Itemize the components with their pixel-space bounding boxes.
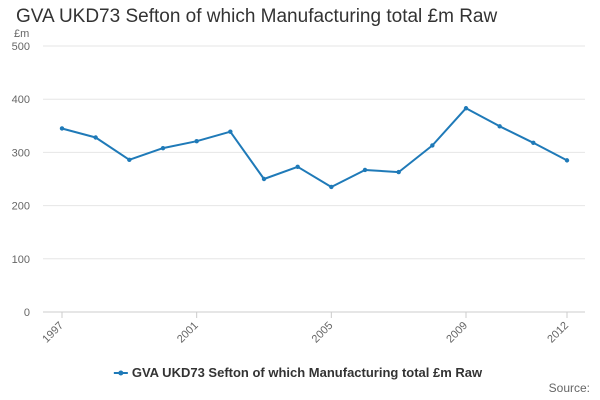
- chart-title: GVA UKD73 Sefton of which Manufacturing …: [16, 6, 498, 27]
- series-layer: [59, 106, 570, 190]
- data-point[interactable]: [531, 140, 536, 146]
- x-tick-label: 1997: [40, 320, 66, 346]
- y-tick-label: 500: [12, 41, 30, 53]
- data-point[interactable]: [127, 157, 132, 163]
- y-tick-label: 400: [12, 94, 30, 106]
- y-tick-label: 100: [12, 254, 30, 266]
- y-tick-label: 0: [24, 307, 30, 319]
- series-line: [61, 107, 568, 188]
- data-point[interactable]: [261, 176, 267, 182]
- source-label: Source:: [548, 381, 590, 395]
- x-tick-label: 2005: [310, 320, 336, 346]
- data-point[interactable]: [564, 158, 570, 163]
- x-tick-label: 2001: [175, 320, 201, 346]
- y-tick-label: 200: [12, 201, 30, 213]
- data-point[interactable]: [396, 169, 401, 175]
- legend-label: GVA UKD73 Sefton of which Manufacturing …: [132, 365, 483, 380]
- gridlines: [43, 45, 585, 313]
- y-axis-ticks: 0 100 200 300 400 500: [12, 41, 30, 319]
- data-point[interactable]: [329, 184, 334, 190]
- data-point[interactable]: [497, 124, 502, 129]
- data-point[interactable]: [59, 126, 65, 131]
- data-point[interactable]: [295, 164, 300, 169]
- data-point[interactable]: [430, 143, 435, 148]
- legend-swatch-marker: [118, 370, 124, 376]
- x-tick-label: 2009: [444, 320, 470, 346]
- legend[interactable]: GVA UKD73 Sefton of which Manufacturing …: [113, 365, 483, 380]
- y-axis-unit-label: £m: [14, 28, 30, 40]
- data-point[interactable]: [93, 135, 98, 140]
- data-point[interactable]: [463, 106, 469, 111]
- x-tick-label: 2012: [545, 320, 571, 346]
- data-point[interactable]: [194, 139, 199, 144]
- x-axis: 1997 2001 2005 2009 2012: [40, 312, 571, 345]
- data-point[interactable]: [160, 145, 166, 151]
- data-point[interactable]: [228, 129, 233, 134]
- data-point[interactable]: [362, 167, 368, 173]
- y-tick-label: 300: [12, 147, 30, 159]
